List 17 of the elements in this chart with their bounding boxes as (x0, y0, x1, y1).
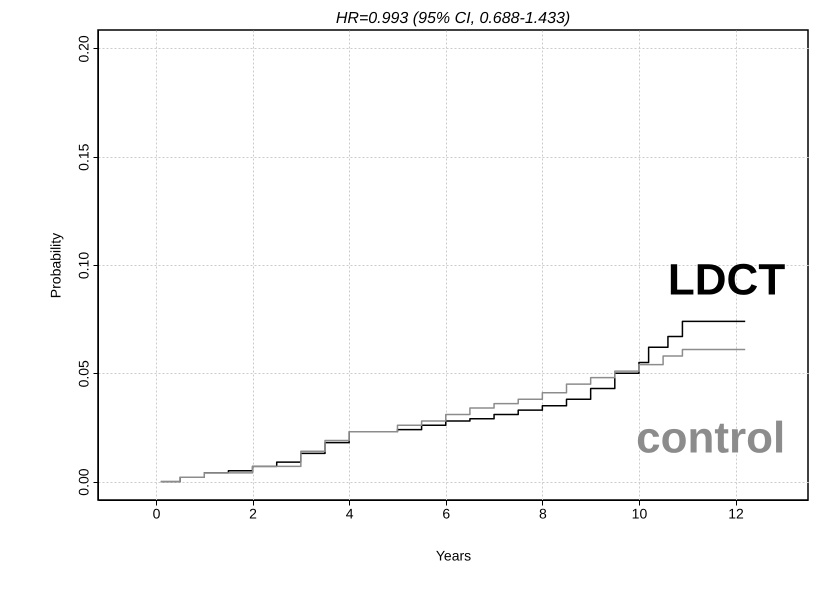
series-label: control (636, 413, 786, 462)
y-tick-label: 0.20 (76, 35, 92, 63)
x-tick-label: 10 (632, 506, 648, 522)
series-label: LDCT (668, 255, 786, 304)
chart-title: HR=0.993 (95% CI, 0.688-1.433) (336, 10, 570, 27)
x-tick-label: 4 (346, 506, 354, 522)
y-tick-label: 0.05 (76, 360, 92, 388)
y-axis-title: Probability (48, 232, 64, 298)
x-tick-label: 0 (152, 506, 161, 522)
x-tick-label: 8 (538, 506, 547, 522)
y-tick-label: 0.00 (76, 468, 92, 496)
x-tick-label: 6 (442, 506, 450, 522)
x-axis-title: Years (436, 548, 472, 564)
y-tick-label: 0.10 (76, 252, 92, 280)
x-tick-label: 12 (728, 506, 744, 522)
x-tick-label: 2 (249, 506, 258, 522)
y-tick-label: 0.15 (76, 143, 92, 171)
